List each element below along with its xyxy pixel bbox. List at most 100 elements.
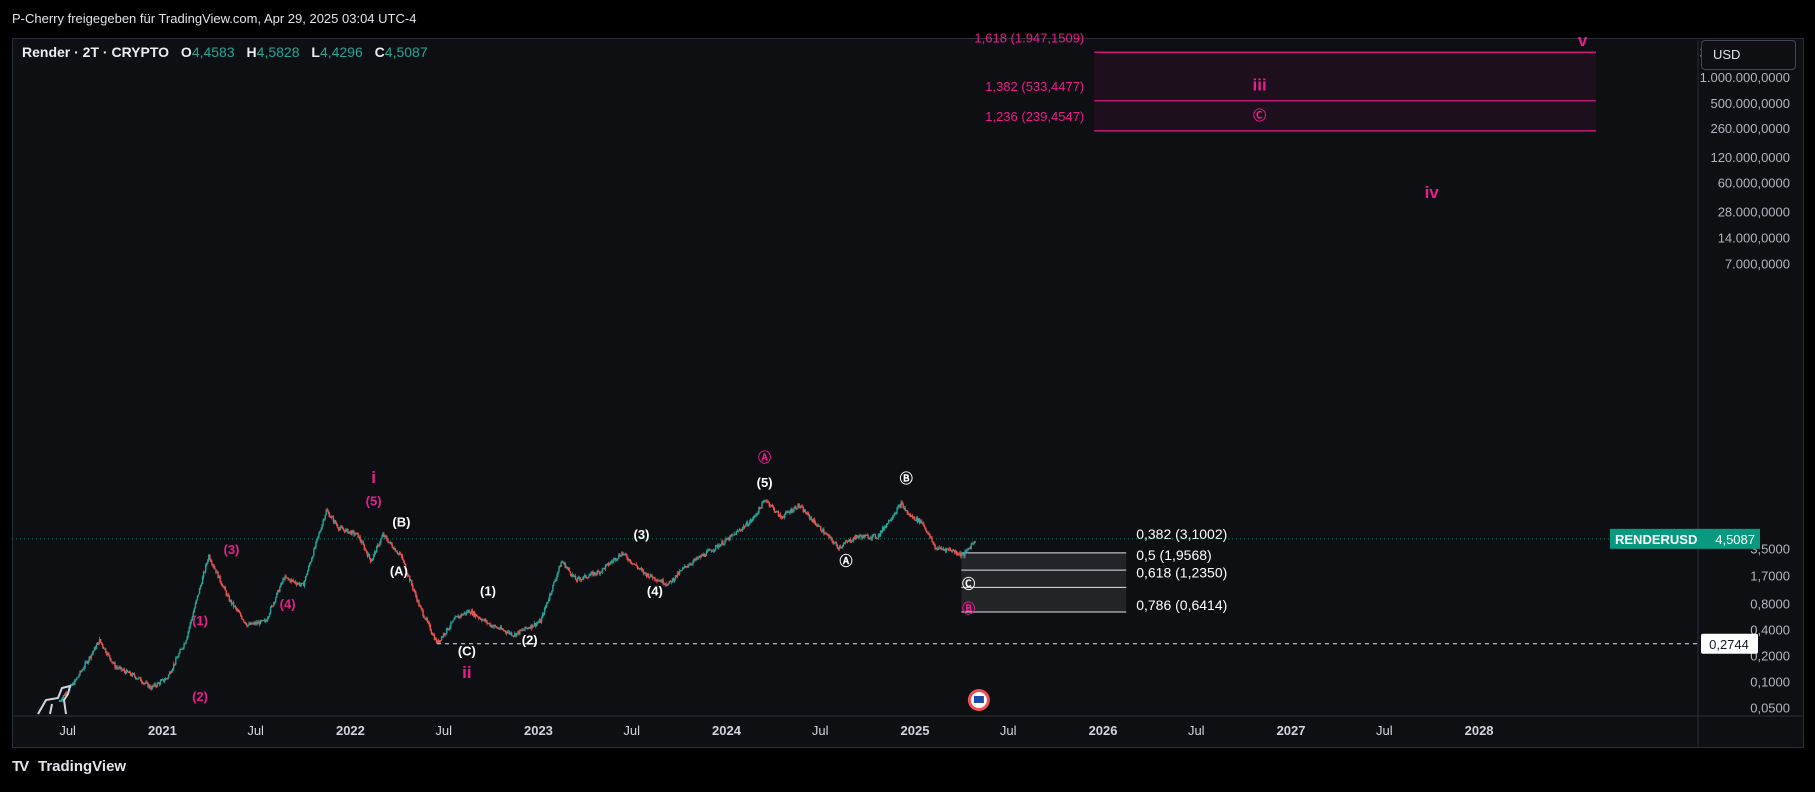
candle-up [895, 512, 897, 515]
candle-body [738, 529, 741, 531]
candle-up [187, 630, 189, 639]
candle-body [933, 543, 935, 545]
candle-body [689, 564, 691, 566]
candle-body [550, 593, 552, 595]
candle-up [91, 650, 94, 656]
candle-down [846, 540, 849, 544]
candle-body [452, 620, 454, 623]
candle-down [111, 661, 113, 664]
candle-up [233, 605, 236, 608]
price-axis-label: 1,7000 [1750, 568, 1790, 583]
candle-body [710, 550, 713, 552]
candle-up [272, 601, 275, 608]
candle-up [968, 547, 970, 550]
candle-body [140, 677, 142, 682]
candle-body [522, 629, 524, 631]
candle-down [497, 627, 499, 630]
candle-down [402, 558, 405, 564]
candle-up [125, 668, 128, 675]
candle-up [543, 606, 546, 616]
candle-body [789, 511, 791, 513]
candle-body [781, 516, 784, 518]
candle-down [627, 556, 629, 563]
candle-down [336, 523, 339, 529]
currency-button[interactable]: USD [1701, 40, 1796, 70]
candle-up [485, 618, 487, 624]
candle-body [326, 509, 328, 512]
candle-body [422, 610, 424, 616]
candle-up [676, 570, 679, 579]
candle-body [234, 606, 237, 608]
candle-body [395, 551, 397, 553]
symbol-name[interactable]: Render · 2T · CRYPTO [22, 44, 170, 60]
candle-body [498, 628, 501, 630]
candle-body [118, 667, 120, 669]
candle-down [918, 518, 921, 525]
candle-up [309, 562, 311, 568]
candle-body [421, 608, 423, 611]
candle-body [959, 552, 961, 555]
candle-up [786, 510, 788, 514]
candle-up [973, 541, 975, 545]
candle-body [357, 532, 359, 538]
candle-up [577, 575, 580, 580]
candle-body [664, 583, 666, 585]
candle-down [243, 619, 245, 623]
candle-body [289, 579, 291, 582]
candle-up [937, 547, 939, 551]
candle-up [381, 534, 383, 540]
candle-down [240, 612, 242, 617]
wave-label: (3) [634, 527, 650, 542]
candle-up [460, 613, 462, 619]
candle-up [163, 678, 166, 684]
candle-body [329, 516, 332, 518]
candle-body [499, 626, 502, 630]
candle-body [447, 627, 449, 631]
candle-up [935, 547, 937, 550]
candle-body [369, 558, 372, 562]
candle-body [596, 570, 598, 575]
candle-body [896, 508, 898, 514]
candle-body [922, 522, 924, 524]
fib-retracement-label: 0,618 (1,2350) [1136, 564, 1227, 580]
candle-body [93, 647, 96, 651]
candle-down [863, 534, 865, 538]
candle-body [305, 574, 308, 576]
candle-body [371, 558, 374, 561]
candle-down [699, 555, 701, 560]
candle-up [723, 543, 725, 546]
candle-body [301, 582, 304, 584]
candle-down [808, 513, 811, 521]
candle-down [294, 580, 297, 585]
candle-up [72, 682, 74, 687]
candle-down [789, 510, 791, 516]
candle-down [498, 627, 501, 630]
candle-up [549, 592, 551, 602]
candle-body [313, 548, 315, 556]
candle-body [620, 555, 622, 557]
candle-down [301, 582, 304, 584]
candle-up [541, 611, 544, 619]
candle-up [453, 617, 455, 621]
candle-body [824, 533, 826, 535]
candle-body [226, 594, 229, 596]
candle-up [659, 579, 661, 582]
candle-up [377, 542, 379, 549]
candle-body [786, 511, 788, 513]
candle-body [82, 669, 84, 671]
chart-pane[interactable] [12, 38, 1804, 748]
candle-body [152, 685, 154, 687]
candle-up [315, 540, 317, 550]
candle-down [889, 519, 891, 522]
candle-body [753, 516, 755, 519]
candle-body [174, 663, 176, 665]
candle-body [731, 534, 733, 536]
candle-up [890, 518, 892, 522]
candle-up [370, 558, 373, 563]
candle-down [835, 540, 837, 547]
candle-body [270, 605, 273, 608]
candle-body [787, 511, 789, 513]
candle-body [938, 547, 940, 549]
candle-down [264, 618, 267, 623]
